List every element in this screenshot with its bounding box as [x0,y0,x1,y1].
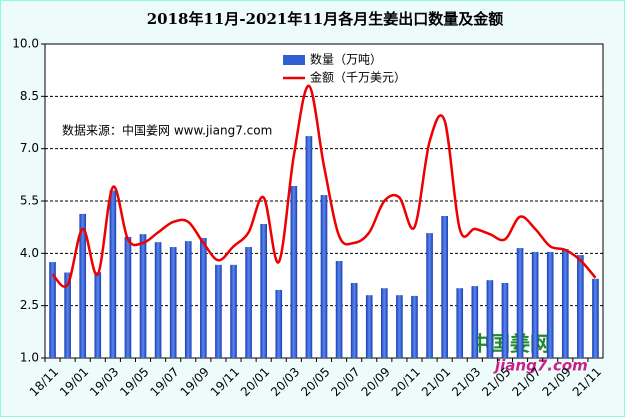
bar [260,224,267,358]
bar [546,251,554,358]
bar [109,190,117,358]
watermark: jiang7.com [493,357,588,375]
line [51,84,597,288]
bar [365,295,373,358]
legend-swatch [283,55,305,65]
bar [516,248,524,358]
bar [381,288,388,358]
y-tick-label: 8.5 [20,89,39,103]
bar [64,272,71,358]
bar [79,213,87,358]
bar [245,247,252,358]
bar [290,185,298,358]
bar [396,295,403,358]
bar [456,288,464,358]
bar [320,195,328,358]
bar [200,237,207,358]
bar [350,282,358,358]
bar [561,249,569,358]
bar [124,236,132,358]
bar [335,261,343,358]
y-tick-label: 1.0 [20,351,39,365]
bar [49,262,56,358]
annotation: 数据来源：中国姜网 www.jiang7.com [62,123,272,138]
bar [577,255,584,358]
y-tick-label: 5.5 [20,194,39,208]
bar [154,242,162,358]
y-tick-label: 10.0 [12,37,39,51]
bar [592,278,599,358]
bar [471,286,479,358]
bar [139,234,147,358]
bar [486,280,494,358]
bar [411,295,418,358]
bar [441,216,448,358]
bar [184,241,192,358]
bar [426,233,433,358]
bar [230,264,237,358]
chart-title: 2018年11月-2021年11月各月生姜出口数量及金额 [147,10,503,28]
bar [275,289,283,358]
bar [305,136,313,358]
bar [215,264,222,358]
y-tick-label: 2.5 [20,298,39,312]
legend-label: 金额（千万美元） [310,70,406,85]
bar [94,272,102,358]
legend-label: 数量（万吨） [310,52,382,67]
bar [531,251,539,358]
bar [501,282,509,358]
y-tick-label: 4.0 [20,246,39,260]
y-tick-label: 7.0 [20,141,39,155]
bar [169,247,177,358]
